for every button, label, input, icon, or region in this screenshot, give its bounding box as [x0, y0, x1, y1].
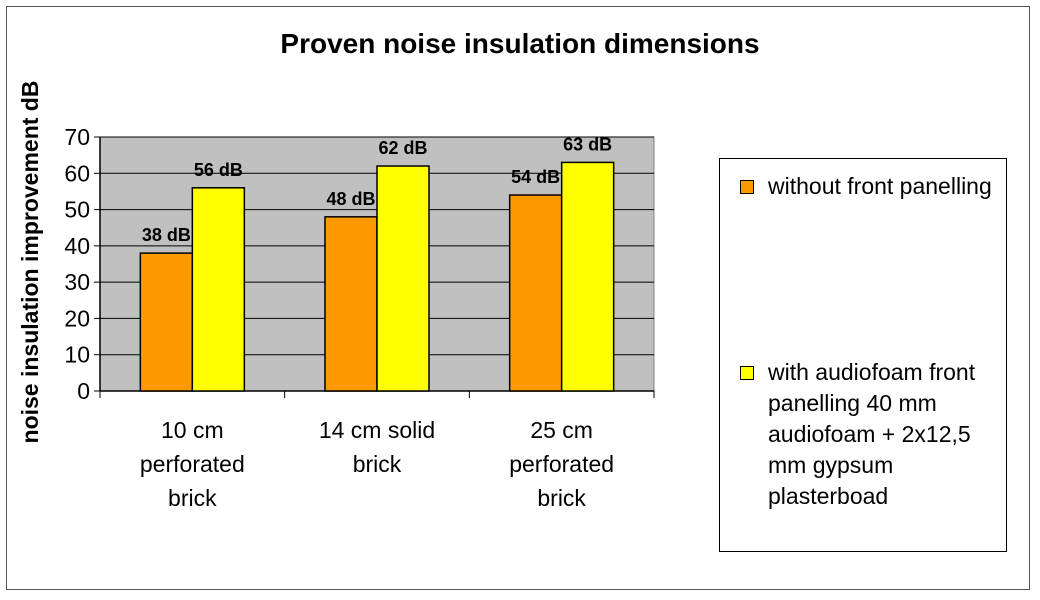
data-label: 54 dB — [511, 167, 560, 187]
legend-swatch-orange — [740, 180, 754, 194]
x-category-label: 10 cm perforated brick — [139, 417, 245, 511]
x-category-label: 14 cm solid brick — [318, 417, 436, 477]
chart-title: Proven noise insulation dimensions — [280, 28, 760, 59]
data-label: 62 dB — [378, 138, 427, 158]
bar — [191, 187, 246, 392]
y-tick-label: 0 — [77, 378, 90, 404]
bar — [324, 216, 378, 392]
bar — [376, 165, 430, 392]
y-tick-label: 70 — [64, 124, 90, 150]
legend-label: with audiofoam front panelling 40 mm aud… — [768, 359, 976, 509]
legend-item-with-audiofoam: with audiofoam front panelling 40 mm aud… — [740, 357, 1000, 512]
legend: without front panelling with audiofoam f… — [719, 158, 1007, 552]
y-tick-label: 60 — [64, 160, 90, 186]
y-tick-label: 20 — [64, 305, 90, 331]
data-label: 56 dB — [194, 160, 243, 180]
data-label: 63 dB — [563, 134, 612, 154]
legend-swatch-yellow — [740, 366, 754, 380]
y-tick-label: 10 — [64, 342, 90, 368]
bar — [560, 161, 615, 392]
bar — [508, 194, 563, 392]
data-label: 38 dB — [142, 225, 191, 245]
y-tick-label: 50 — [64, 197, 90, 223]
bar — [139, 252, 194, 392]
legend-label: without front panelling — [768, 173, 992, 199]
data-label: 48 dB — [326, 189, 375, 209]
x-category-label: 25 cm perforated brick — [509, 417, 615, 511]
legend-item-without-panelling: without front panelling — [740, 171, 1000, 202]
y-tick-label: 30 — [64, 269, 90, 295]
y-tick-label: 40 — [64, 233, 90, 259]
